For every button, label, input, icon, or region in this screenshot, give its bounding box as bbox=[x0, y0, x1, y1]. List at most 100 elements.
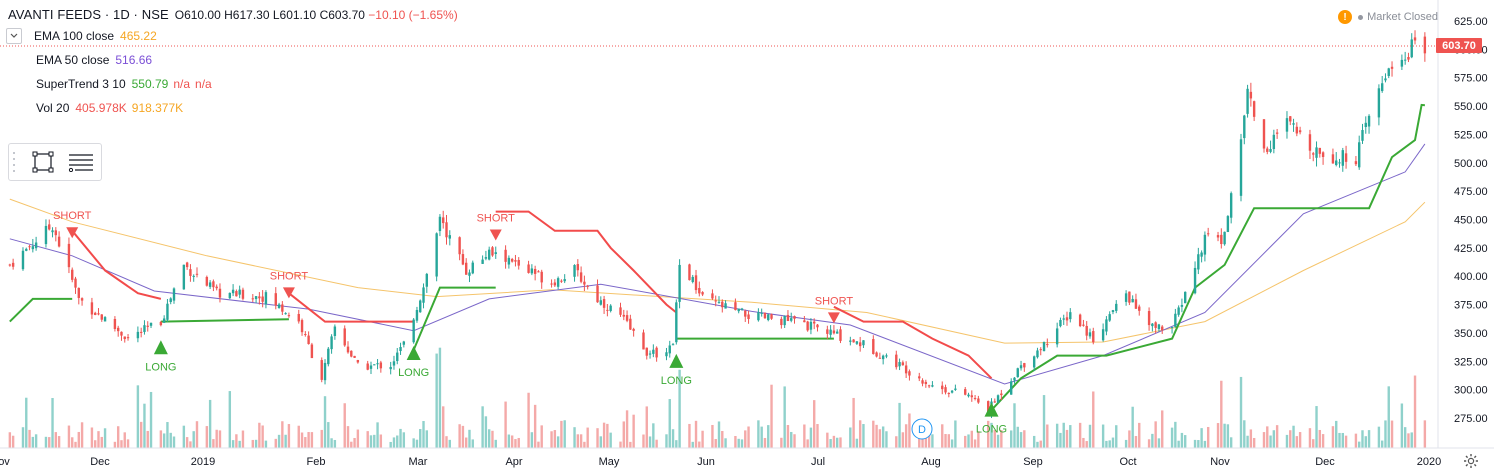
candle-body bbox=[760, 312, 763, 314]
volume-bar bbox=[343, 403, 346, 448]
volume-bar bbox=[537, 441, 540, 448]
rectangle-select-icon[interactable] bbox=[27, 146, 59, 178]
volume-bar bbox=[625, 410, 629, 448]
candle-body bbox=[277, 304, 281, 308]
volume-bar bbox=[116, 426, 120, 448]
indicator-supertrend[interactable]: SuperTrend 3 10 550.79 n/a n/a bbox=[8, 72, 458, 96]
volume-bar bbox=[494, 439, 497, 448]
volume-bar bbox=[139, 421, 143, 448]
candle-body bbox=[205, 276, 209, 286]
candle-body bbox=[422, 287, 425, 303]
volume-bar bbox=[458, 424, 461, 448]
volume-bar bbox=[1315, 406, 1318, 448]
candle-body bbox=[8, 264, 12, 266]
volume-bar bbox=[642, 434, 645, 448]
volume-bar bbox=[1295, 436, 1299, 448]
candle-body bbox=[28, 246, 31, 248]
volume-bar bbox=[921, 436, 924, 448]
candle-body bbox=[67, 243, 71, 268]
candle-body bbox=[487, 249, 491, 260]
volume-bar bbox=[1203, 440, 1207, 448]
short-label: SHORT bbox=[270, 270, 309, 282]
candle-body bbox=[241, 289, 245, 299]
candle-body bbox=[1069, 312, 1072, 320]
indicator-volume[interactable]: Vol 20 405.978K 918.377K bbox=[8, 96, 458, 120]
candle-body bbox=[1019, 365, 1023, 369]
volume-bar bbox=[744, 430, 747, 448]
volume-bar bbox=[1269, 435, 1272, 448]
candle-body bbox=[1298, 130, 1302, 133]
x-tick-label: 2020 bbox=[1417, 456, 1441, 468]
candle-body bbox=[189, 269, 192, 276]
candle-body bbox=[310, 344, 314, 359]
candle-body bbox=[1275, 132, 1279, 134]
candle-body bbox=[195, 273, 199, 275]
supertrend-down-segment bbox=[495, 210, 677, 314]
volume-bar bbox=[1088, 424, 1092, 448]
candle-body bbox=[1111, 310, 1115, 313]
candle-body bbox=[648, 353, 652, 355]
candle-body bbox=[1101, 329, 1105, 341]
last-price-tag: 603.70 bbox=[1436, 38, 1482, 53]
candle-body bbox=[21, 250, 25, 270]
volume-bar bbox=[839, 437, 842, 448]
short-marker bbox=[489, 229, 502, 241]
candle-body bbox=[123, 336, 126, 340]
candle-body bbox=[31, 246, 35, 250]
volume-bar bbox=[1036, 441, 1039, 448]
volume-bar bbox=[97, 431, 100, 448]
candle-body bbox=[1308, 134, 1312, 151]
candle-body bbox=[392, 361, 396, 366]
chevron-down-icon[interactable] bbox=[6, 28, 22, 44]
candle-body bbox=[1092, 331, 1095, 343]
x-tick-label: 2019 bbox=[191, 456, 215, 468]
indicator-ema50[interactable]: EMA 50 close 516.66 bbox=[8, 48, 458, 72]
candle-body bbox=[632, 328, 635, 331]
drawing-toolbox[interactable] bbox=[8, 143, 102, 181]
volume-bar bbox=[629, 441, 632, 448]
candle-body bbox=[714, 300, 717, 302]
candle-body bbox=[954, 388, 957, 390]
candle-body bbox=[438, 216, 442, 232]
candle-body bbox=[1220, 234, 1223, 245]
candle-body bbox=[904, 365, 908, 374]
volume-bar bbox=[251, 439, 254, 448]
candle-body bbox=[1154, 322, 1157, 328]
symbol-title[interactable]: AVANTI FEEDS · 1D · NSE bbox=[8, 7, 169, 22]
volume-bar bbox=[760, 426, 763, 448]
candle-body bbox=[1390, 66, 1394, 69]
candle-body bbox=[556, 278, 560, 287]
volume-bar bbox=[159, 430, 163, 448]
gear-icon[interactable] bbox=[1462, 452, 1480, 470]
candle-body bbox=[100, 314, 103, 320]
candle-body bbox=[691, 276, 694, 283]
candle-body bbox=[606, 309, 609, 311]
candle-body bbox=[576, 264, 580, 271]
volume-bar bbox=[977, 431, 980, 448]
candle-body bbox=[34, 242, 38, 249]
volume-bar bbox=[1358, 441, 1361, 448]
volume-bar bbox=[770, 384, 773, 448]
warning-icon[interactable]: ! bbox=[1338, 10, 1353, 24]
drag-handle[interactable] bbox=[13, 152, 21, 172]
candle-body bbox=[231, 289, 235, 294]
candle-body bbox=[172, 288, 176, 301]
candle-body bbox=[366, 363, 369, 370]
x-tick-label: Mar bbox=[409, 456, 428, 468]
volume-bar bbox=[1262, 432, 1266, 448]
list-menu-icon[interactable] bbox=[65, 146, 97, 178]
volume-bar bbox=[346, 426, 350, 448]
indicator-ema100[interactable]: EMA 100 close 465.22 bbox=[6, 24, 458, 48]
candle-body bbox=[471, 262, 474, 274]
volume-bar bbox=[691, 441, 694, 448]
candle-body bbox=[284, 313, 287, 315]
candle-body bbox=[964, 389, 967, 395]
open-value: O610.00 bbox=[174, 8, 221, 22]
market-status[interactable]: ! Market Closed bbox=[1338, 10, 1438, 24]
volume-bar bbox=[1226, 424, 1230, 448]
candle-body bbox=[235, 291, 238, 297]
candle-body bbox=[875, 352, 878, 357]
volume-bar bbox=[1292, 425, 1295, 448]
candle-body bbox=[1239, 139, 1243, 196]
